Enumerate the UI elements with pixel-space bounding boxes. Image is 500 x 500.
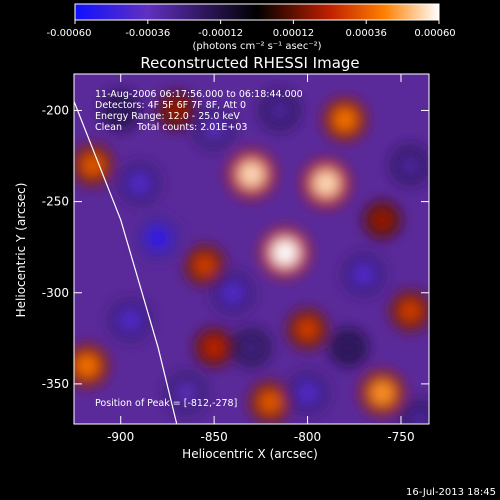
negative-blob	[221, 281, 245, 305]
colorbar-tick-label: -0.00012	[198, 28, 243, 39]
negative-blob	[110, 100, 131, 121]
emission-blob	[81, 153, 105, 177]
colorbar-tick-label: 0.00012	[273, 28, 314, 39]
emission-blob	[75, 353, 99, 378]
emission-blob	[166, 100, 188, 121]
negative-blob	[145, 225, 171, 251]
emission-blob	[370, 380, 395, 406]
y-tick-label: -250	[42, 195, 69, 209]
emission-blob	[333, 107, 357, 132]
colorbar-tick-label: 0.00036	[346, 28, 387, 39]
colorbar-tick-label: -0.00036	[125, 28, 170, 39]
x-tick-label: -800	[294, 430, 321, 444]
emission-blob	[193, 254, 216, 277]
x-tick-label: -750	[387, 430, 414, 444]
negative-blob	[408, 409, 429, 424]
annotation-detectors: Detectors: 4F 5F 6F 7F 8F, Att 0	[95, 100, 246, 111]
y-tick-label: -350	[42, 377, 69, 391]
negative-blob	[174, 381, 198, 405]
negative-blob	[338, 337, 359, 358]
emission-blob	[203, 336, 225, 359]
axis-ticks: -900 -850 -800 -750 -200 -250 -300 -350	[42, 74, 429, 444]
emission-blob	[271, 239, 299, 266]
negative-blob	[268, 99, 291, 122]
y-tick-label: -200	[42, 103, 69, 117]
x-tick-label: -850	[201, 430, 228, 444]
x-tick-label: -900	[107, 430, 134, 444]
chart-title: Reconstructed RHESSI Image	[140, 54, 359, 72]
footer-timestamp: 16-Jul-2013 18:45	[406, 487, 496, 498]
negative-blob	[127, 171, 152, 196]
emission-blob	[313, 170, 340, 197]
annotation-peak: Position of Peak = [-812,-278]	[95, 398, 237, 409]
colorbar-unit-label: (photons cm⁻² s⁻¹ asec⁻²)	[192, 41, 321, 52]
y-tick-label: -300	[42, 286, 69, 300]
emission-blob	[399, 299, 422, 322]
colorbar-tick-label: 0.00060	[414, 28, 455, 39]
colorbar-tick-label: -0.00060	[47, 28, 92, 39]
colorbar	[74, 3, 440, 21]
negative-blob	[202, 117, 226, 141]
x-axis-label: Heliocentric X (arcsec)	[182, 447, 318, 461]
annotation-energy: Energy Range: 12.0 - 25.0 keV	[95, 111, 240, 122]
emission-blob	[372, 209, 393, 231]
negative-blob	[295, 381, 320, 405]
plot-frame	[73, 73, 430, 425]
negative-blob	[399, 154, 422, 177]
negative-blob	[351, 262, 376, 287]
negative-blob	[118, 308, 142, 332]
annotation-time: 11-Aug-2006 06:17:56.000 to 06:18:44.000	[95, 89, 303, 100]
emission-blob	[258, 390, 282, 414]
y-axis-label: Heliocentric Y (arcsec)	[14, 183, 28, 318]
solar-limb-curve	[74, 101, 178, 424]
annotation-method: Clean Total counts: 2.01E+03	[95, 122, 247, 133]
heatmap-image	[74, 74, 429, 424]
emission-blob	[296, 318, 319, 341]
emission-blob	[238, 161, 265, 188]
colorbar-ticks: -0.00060 -0.00036 -0.00012 0.00012 0.00036 0.…	[47, 20, 456, 39]
negative-blob	[240, 336, 263, 359]
